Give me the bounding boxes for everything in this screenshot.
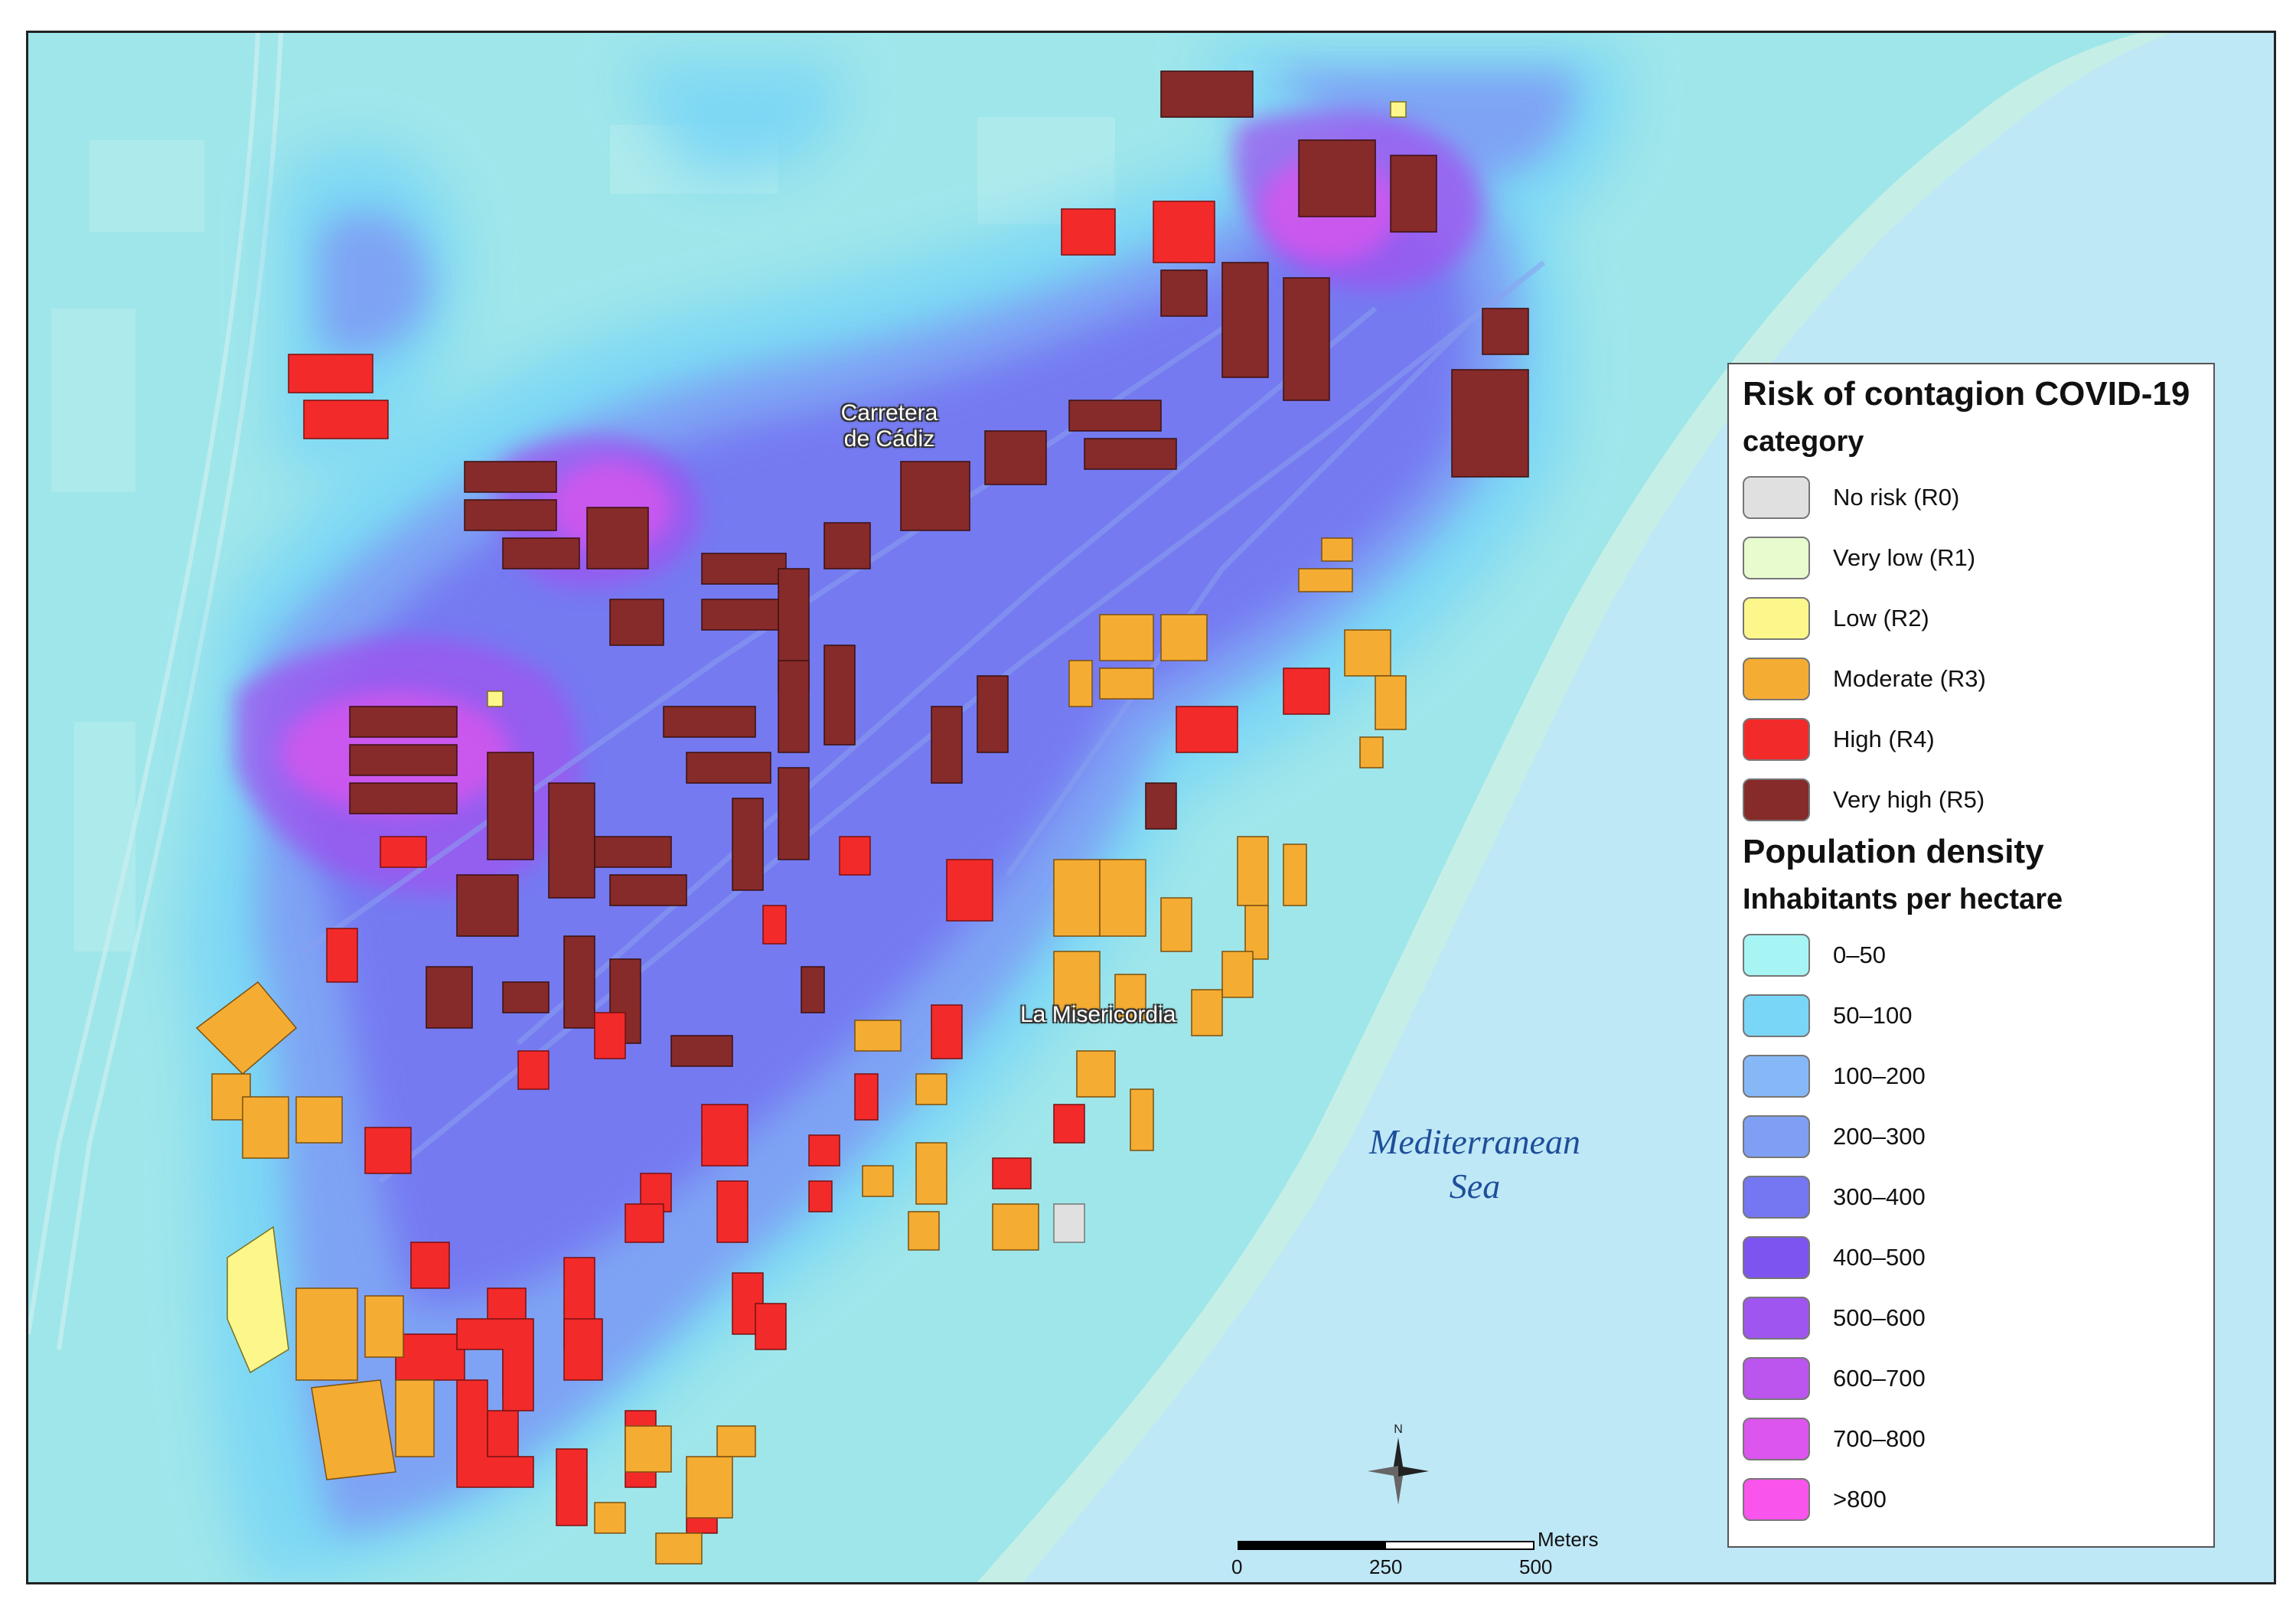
map-legend: Risk of contagion COVID-19 category No r… xyxy=(1727,363,2215,1548)
legend-label-density-1: 50–100 xyxy=(1833,1001,1913,1029)
legend-label-density-7: 600–700 xyxy=(1833,1364,1926,1392)
legend-item-density-4: 300–400 xyxy=(1743,1167,2213,1227)
map-canvas[interactable] xyxy=(28,33,2274,1582)
sea-label: Mediterranean Sea xyxy=(1314,1120,1636,1209)
legend-label-r3: Moderate (R3) xyxy=(1833,664,1986,692)
legend-item-density-8: 700–800 xyxy=(1743,1408,2213,1469)
buildings-r3 xyxy=(195,537,1407,1565)
legend-item-density-2: 100–200 xyxy=(1743,1046,2213,1106)
legend-item-density-1: 50–100 xyxy=(1743,985,2213,1046)
compass-north-arrow-icon: N xyxy=(1368,1423,1429,1505)
legend-label-density-5: 400–500 xyxy=(1833,1243,1926,1271)
legend-label-r4: High (R4) xyxy=(1833,725,1935,752)
scale-bar-units: Meters xyxy=(1538,1528,1599,1551)
scale-bar-segment-2 xyxy=(1384,1541,1534,1550)
legend-item-density-3: 200–300 xyxy=(1743,1106,2213,1167)
legend-item-r5: Very high (R5) xyxy=(1743,769,2213,830)
legend-item-r3: Moderate (R3) xyxy=(1743,648,2213,709)
legend-risk-heading: category xyxy=(1743,426,1864,458)
legend-swatch-density-4 xyxy=(1743,1175,1810,1219)
place-label-carretera-line1: Carretera xyxy=(840,400,938,426)
legend-item-density-9: >800 xyxy=(1743,1469,2213,1529)
buildings-r5 xyxy=(349,70,1529,1067)
legend-density-list: 0–50 50–100 100–200 200–300 300–400 400–… xyxy=(1743,925,2213,1529)
legend-swatch-r5 xyxy=(1743,778,1810,821)
legend-item-density-6: 500–600 xyxy=(1743,1287,2213,1348)
legend-label-density-4: 300–400 xyxy=(1833,1183,1926,1210)
legend-title: Risk of contagion COVID-19 xyxy=(1743,375,2190,413)
legend-item-density-5: 400–500 xyxy=(1743,1227,2213,1287)
legend-item-r4: High (R4) xyxy=(1743,709,2213,769)
legend-swatch-density-2 xyxy=(1743,1054,1810,1098)
legend-label-r0: No risk (R0) xyxy=(1833,483,1960,511)
legend-item-r1: Very low (R1) xyxy=(1743,527,2213,588)
scale-tick-500: 500 xyxy=(1519,1555,1553,1578)
legend-swatch-density-0 xyxy=(1743,933,1810,977)
buildings-r2 xyxy=(227,101,1407,1374)
legend-label-density-0: 0–50 xyxy=(1833,941,1886,968)
legend-label-density-2: 100–200 xyxy=(1833,1062,1926,1089)
legend-label-r2: Low (R2) xyxy=(1833,604,1929,631)
legend-swatch-density-7 xyxy=(1743,1356,1810,1400)
legend-label-density-6: 500–600 xyxy=(1833,1304,1926,1331)
legend-label-density-3: 200–300 xyxy=(1833,1122,1926,1150)
legend-label-density-8: 700–800 xyxy=(1833,1424,1926,1452)
legend-swatch-density-9 xyxy=(1743,1477,1810,1521)
scale-tick-0: 0 xyxy=(1231,1555,1243,1578)
scale-bar: Meters 0 250 500 xyxy=(1207,1514,1605,1582)
sea-label-line2: Sea xyxy=(1449,1167,1501,1206)
legend-swatch-density-3 xyxy=(1743,1114,1810,1158)
legend-item-density-0: 0–50 xyxy=(1743,925,2213,985)
buildings-r0 xyxy=(1053,1203,1085,1243)
legend-item-density-7: 600–700 xyxy=(1743,1348,2213,1408)
legend-swatch-density-8 xyxy=(1743,1417,1810,1460)
sea-label-line1: Mediterranean xyxy=(1369,1122,1580,1161)
legend-swatch-r0 xyxy=(1743,475,1810,519)
scale-bar-segment-1 xyxy=(1238,1541,1386,1550)
place-label-carretera-line2: de Cádiz xyxy=(843,426,935,452)
legend-swatch-density-1 xyxy=(1743,994,1810,1037)
buildings-r4 xyxy=(288,201,1330,1534)
map-frame[interactable]: Carretera de Cádiz La Misericordia Medit… xyxy=(26,31,2276,1584)
legend-density-title: Population density xyxy=(1743,833,2044,870)
legend-label-r5: Very high (R5) xyxy=(1833,785,1985,813)
legend-swatch-r4 xyxy=(1743,717,1810,761)
legend-item-r0: No risk (R0) xyxy=(1743,467,2213,527)
legend-swatch-r2 xyxy=(1743,596,1810,640)
legend-swatch-r3 xyxy=(1743,657,1810,700)
legend-label-r1: Very low (R1) xyxy=(1833,543,1976,571)
legend-swatch-density-5 xyxy=(1743,1235,1810,1279)
legend-density-heading: Inhabitants per hectare xyxy=(1743,883,2063,915)
legend-item-r2: Low (R2) xyxy=(1743,588,2213,648)
place-label-carretera-de-cadiz: Carretera de Cádiz xyxy=(813,400,966,452)
place-label-la-misericordia: La Misericordia xyxy=(1020,1002,1176,1027)
railway-lines xyxy=(28,33,283,1350)
legend-swatch-density-6 xyxy=(1743,1296,1810,1340)
scale-tick-250: 250 xyxy=(1369,1555,1403,1578)
legend-risk-list: No risk (R0) Very low (R1) Low (R2) Mode… xyxy=(1743,467,2213,830)
north-label: N xyxy=(1394,1423,1403,1436)
legend-swatch-r1 xyxy=(1743,536,1810,579)
legend-label-density-9: >800 xyxy=(1833,1485,1887,1513)
